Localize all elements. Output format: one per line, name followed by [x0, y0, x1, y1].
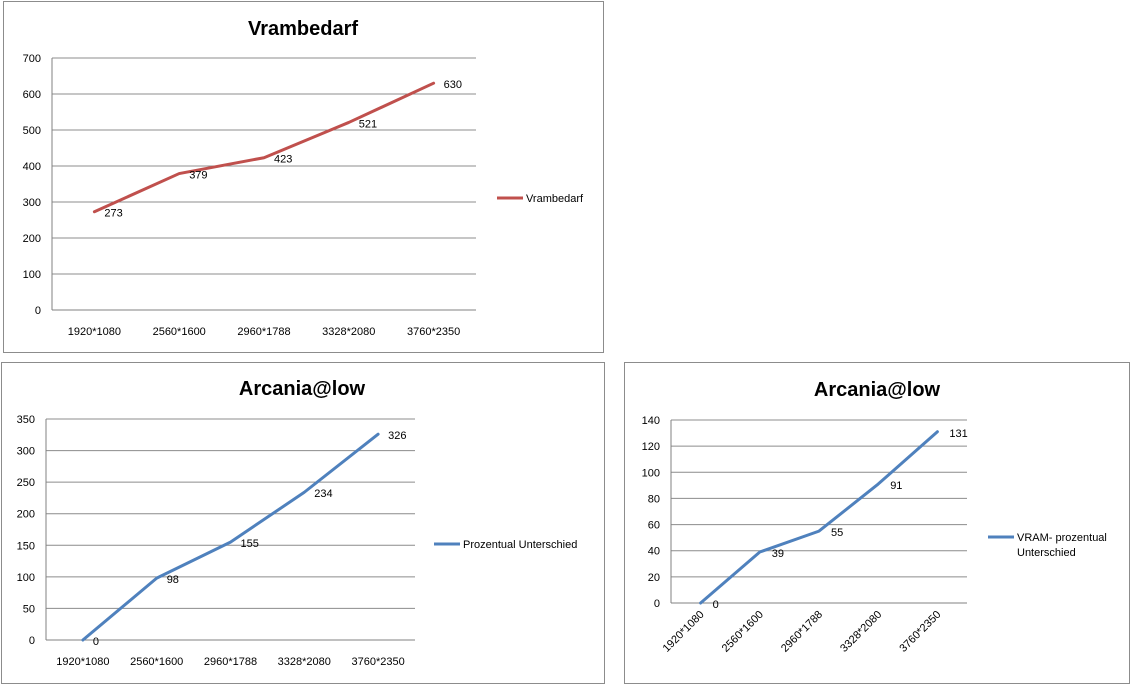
legend-label: Vrambedarf	[526, 193, 584, 205]
y-tick-label: 700	[23, 53, 41, 65]
x-tick-label: 3328*2080	[838, 609, 884, 655]
chart-title: Vrambedarf	[248, 18, 358, 40]
chart-panel-arcania-vram: Arcania@low 0 20 40 60 80 100 120 140 1920*1080 25…	[624, 362, 1130, 684]
y-tick-label: 300	[23, 197, 41, 209]
y-tick-label: 200	[17, 509, 35, 521]
x-tick-label: 3760*2350	[897, 609, 943, 655]
y-tick-label: 300	[17, 446, 35, 458]
y-tick-label: 80	[648, 493, 660, 505]
y-tick-label: 40	[648, 546, 660, 558]
data-label: 91	[890, 480, 902, 492]
chart-title: Arcania@low	[239, 378, 366, 400]
data-label: 39	[772, 548, 784, 560]
data-label: 423	[274, 154, 292, 166]
chart-vrambedarf: Vrambedarf 0 100 200 300 400 500 600 700 1920*108…	[23, 18, 584, 338]
y-tick-label: 60	[648, 520, 660, 532]
x-tick-label: 3760*2350	[407, 326, 460, 338]
series-line	[699, 430, 939, 605]
data-label: 55	[831, 527, 843, 539]
y-tick-label: 50	[23, 603, 35, 615]
y-tick-label: 500	[23, 125, 41, 137]
x-tick-label: 1920*1080	[68, 326, 121, 338]
series-line	[92, 81, 436, 214]
data-label: 630	[444, 79, 462, 91]
y-tick-label: 200	[23, 233, 41, 245]
legend-label: Prozentual Unterschied	[463, 539, 577, 551]
x-tick-label: 2560*1600	[153, 326, 206, 338]
y-tick-label: 250	[17, 477, 35, 489]
data-label: 273	[104, 208, 122, 220]
chart-arcania-prozentual: Arcania@low 0 50 100 150 200 250 300 350 1920*108…	[17, 378, 578, 668]
data-label: 0	[713, 599, 719, 611]
data-label: 521	[359, 118, 377, 130]
y-tick-label: 120	[642, 441, 660, 453]
chart-panel-vrambedarf: Vrambedarf 0 100 200 300 400 500 600 700 1920*108…	[3, 1, 604, 353]
y-tick-label: 0	[29, 635, 35, 647]
chart-title: Arcania@low	[814, 379, 941, 401]
data-label: 379	[189, 170, 207, 182]
y-tick-label: 20	[648, 572, 660, 584]
series-line	[81, 432, 380, 642]
data-label: 326	[388, 430, 406, 442]
data-label: 155	[241, 538, 259, 550]
y-tick-label: 400	[23, 161, 41, 173]
y-tick-label: 100	[23, 269, 41, 281]
y-tick-label: 140	[642, 415, 660, 427]
chart-panel-arcania-prozentual: Arcania@low 0 50 100 150 200 250 300 350 1920*108…	[1, 362, 605, 684]
legend-label-line: VRAM- prozentual	[1017, 532, 1107, 544]
legend-label: VRAM- prozentual Unterschied	[1017, 532, 1107, 559]
y-tick-label: 0	[35, 305, 41, 317]
y-tick-label: 0	[654, 598, 660, 610]
y-tick-label: 350	[17, 414, 35, 426]
x-tick-label: 2960*1788	[204, 656, 257, 668]
x-tick-label: 2960*1788	[237, 326, 290, 338]
y-tick-label: 150	[17, 540, 35, 552]
y-tick-label: 600	[23, 89, 41, 101]
x-tick-label: 3328*2080	[322, 326, 375, 338]
data-label: 234	[314, 488, 332, 500]
x-tick-label: 2560*1600	[130, 656, 183, 668]
y-tick-label: 100	[642, 467, 660, 479]
x-tick-label: 3760*2350	[351, 656, 404, 668]
x-tick-label: 1920*1080	[56, 656, 109, 668]
x-tick-label: 2560*1600	[720, 609, 766, 655]
x-tick-label: 1920*1080	[661, 609, 707, 655]
x-tick-label: 2960*1788	[779, 609, 825, 655]
chart-arcania-vram: Arcania@low 0 20 40 60 80 100 120 140 1920*1080 25…	[642, 379, 1107, 655]
data-label: 98	[167, 574, 179, 586]
y-tick-label: 100	[17, 572, 35, 584]
x-tick-label: 3328*2080	[278, 656, 331, 668]
data-label: 131	[949, 428, 967, 440]
data-label: 0	[93, 636, 99, 648]
legend-label-line: Unterschied	[1017, 547, 1076, 559]
